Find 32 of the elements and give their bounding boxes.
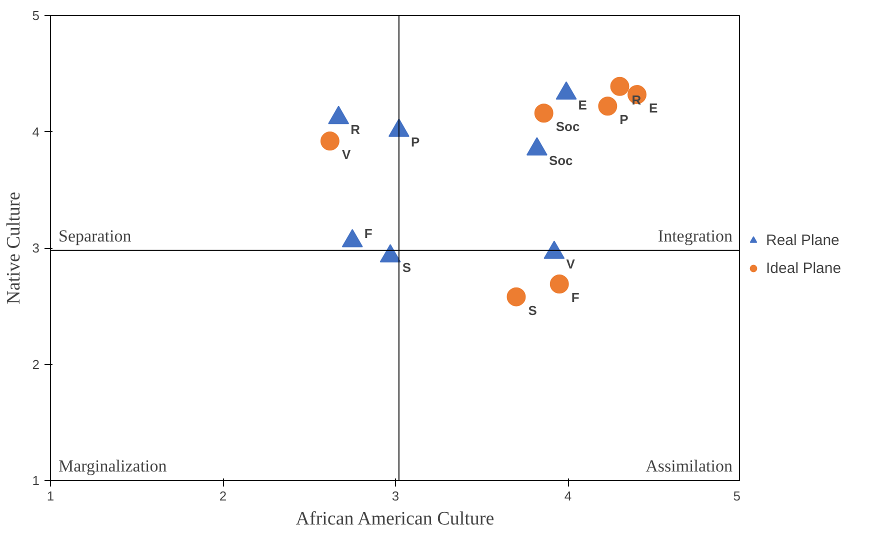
- y-axis-title: Native Culture: [3, 192, 24, 304]
- data-label: E: [578, 97, 588, 112]
- annotation: Assimilation: [646, 456, 733, 476]
- y-tick-label: 2: [32, 356, 40, 372]
- x-tick-label: 2: [219, 488, 227, 504]
- y-tick-label: 5: [32, 8, 40, 23]
- annotation: Integration: [658, 226, 733, 246]
- x-tick-label: 1: [46, 488, 54, 504]
- annotation: Marginalization: [58, 456, 168, 476]
- legend-label: Ideal Plane: [766, 260, 842, 276]
- data-label: E: [649, 100, 658, 116]
- legend-label: Real Plane: [766, 232, 840, 248]
- data-label: S: [402, 260, 412, 276]
- x-tick-label: 4: [564, 488, 572, 504]
- x-axis-title: African American Culture: [296, 508, 494, 530]
- data-label: F: [571, 290, 580, 306]
- y-tick-label: 1: [32, 473, 40, 488]
- data-label: S: [528, 302, 538, 318]
- y-tick-label: 4: [32, 124, 40, 140]
- x-tick-label: 3: [392, 488, 400, 504]
- data-label: P: [620, 112, 629, 128]
- data-label: R: [350, 122, 361, 137]
- data-label: V: [342, 147, 351, 162]
- data-label: Soc: [548, 153, 573, 168]
- data-label: F: [364, 226, 372, 242]
- annotation: Separation: [58, 226, 132, 246]
- y-tick-label: 3: [32, 240, 40, 256]
- data-label: P: [410, 134, 420, 150]
- x-tick-label: 5: [733, 488, 741, 504]
- data-label: R: [632, 92, 642, 108]
- data-label: V: [566, 256, 576, 272]
- data-label: Soc: [556, 119, 580, 134]
